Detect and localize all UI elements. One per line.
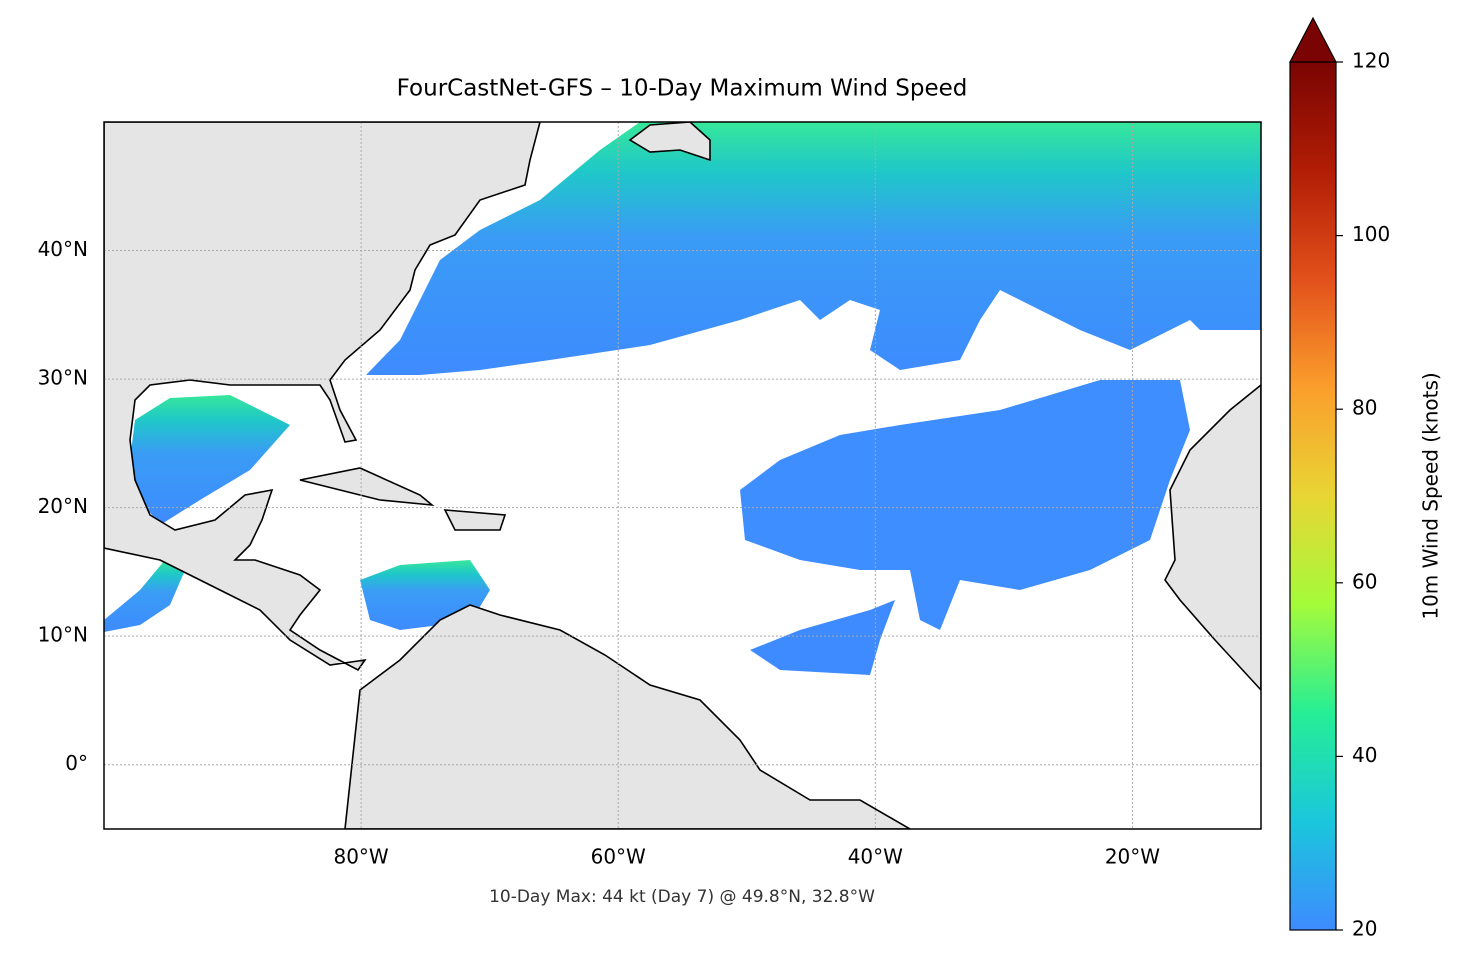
- colorbar-tick-label: 20: [1352, 917, 1377, 941]
- wind-region: [750, 600, 895, 675]
- colorbar-tick-label: 120: [1352, 49, 1390, 73]
- annotation: 10-Day Max: 44 kt (Day 7) @ 49.8°N, 32.8…: [489, 887, 875, 907]
- land: [104, 122, 1261, 829]
- wind-region: [104, 560, 185, 632]
- y-tick-label: 30°N: [38, 366, 88, 390]
- colorbar-tick-label: 80: [1352, 396, 1377, 420]
- y-tick-label: 0°: [65, 751, 88, 775]
- grid: [104, 122, 1261, 829]
- colorbar-tick-label: 100: [1352, 222, 1390, 246]
- y-tick-label: 10°N: [38, 623, 88, 647]
- map: [104, 122, 1261, 829]
- hispaniola: [443, 509, 507, 531]
- north-america: [104, 122, 541, 672]
- colorbar-fill: [1289, 61, 1337, 931]
- x-tick-label: 20°W: [1105, 845, 1160, 869]
- cuba: [299, 467, 435, 507]
- africa: [1164, 383, 1261, 692]
- y-tick-label: 40°N: [38, 237, 88, 261]
- colorbar-tick-label: 60: [1352, 569, 1377, 593]
- wind-region: [130, 395, 290, 525]
- south-america: [344, 604, 912, 829]
- colorbar-tick-label: 40: [1352, 743, 1377, 767]
- chart-title: FourCastNet-GFS – 10-Day Maximum Wind Sp…: [397, 76, 968, 102]
- newfoundland: [628, 122, 711, 162]
- colorbar-label: 10m Wind Speed (knots): [1419, 372, 1443, 619]
- colorbar-extend: [1289, 16, 1337, 63]
- wind-region: [740, 380, 1190, 630]
- y-tick-label: 20°N: [38, 494, 88, 518]
- map-frame: [103, 121, 1262, 830]
- x-tick-label: 80°W: [333, 845, 388, 869]
- x-tick-label: 40°W: [848, 845, 903, 869]
- wind-field: [104, 122, 1261, 675]
- wind-region: [366, 122, 1261, 375]
- colorbar: 20 40 60 80 100 120: [1289, 16, 1390, 941]
- x-tick-label: 60°W: [591, 845, 646, 869]
